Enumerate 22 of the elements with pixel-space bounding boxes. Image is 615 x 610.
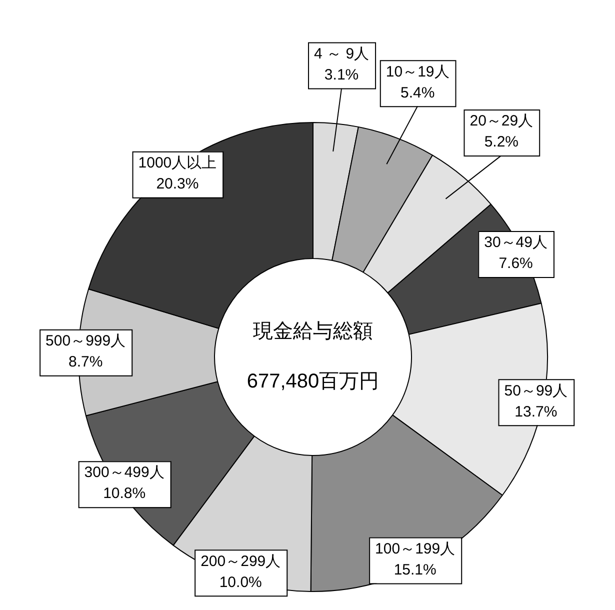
slice-label: 4 ～ 9人 (314, 45, 370, 62)
data-label: 10.8% (103, 485, 146, 502)
slice-label: 200～299人 (200, 552, 281, 570)
slice-label: 10～19人 (386, 63, 450, 80)
slice-label: 30～49人 (484, 234, 548, 252)
data-label: 15.1% (394, 561, 436, 578)
slice-label: 500～999人 (46, 332, 126, 350)
data-label: 13.7% (514, 403, 558, 420)
data-label: 5.4% (400, 84, 435, 102)
data-label: 7.6% (498, 255, 533, 272)
slice-label: 50～99人 (504, 382, 568, 400)
data-label: 3.1% (324, 66, 359, 84)
slice-label: 300～499人 (84, 464, 164, 482)
data-label: 10.0% (219, 574, 262, 591)
slice-label: 1000人以上 (138, 154, 217, 172)
data-label: 20.3% (156, 175, 199, 192)
data-label: 8.7% (68, 353, 103, 370)
data-label: 5.2% (484, 134, 519, 151)
slice-label: 20～29人 (470, 112, 534, 130)
text: 現金給与総額 (253, 320, 373, 343)
slice-label: 100～199人 (375, 540, 456, 558)
text: 677,480百万円 (246, 370, 380, 393)
